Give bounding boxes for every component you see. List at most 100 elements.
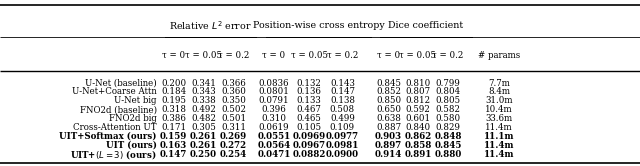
Text: Dice coefficient: Dice coefficient xyxy=(388,21,463,30)
Text: 0.482: 0.482 xyxy=(191,114,216,123)
Text: 0.0619: 0.0619 xyxy=(259,123,289,132)
Text: 0.0900: 0.0900 xyxy=(326,150,359,159)
Text: 0.147: 0.147 xyxy=(160,150,187,159)
Text: 0.467: 0.467 xyxy=(297,105,321,114)
Text: 0.159: 0.159 xyxy=(160,132,187,141)
Text: 0.0471: 0.0471 xyxy=(257,150,291,159)
Text: 0.852: 0.852 xyxy=(376,87,401,96)
Text: 0.195: 0.195 xyxy=(161,96,186,105)
Text: 0.502: 0.502 xyxy=(221,105,246,114)
Text: 0.805: 0.805 xyxy=(435,96,461,105)
Text: τ = 0.2: τ = 0.2 xyxy=(218,51,250,60)
Text: 0.105: 0.105 xyxy=(296,123,322,132)
Text: 0.133: 0.133 xyxy=(297,96,321,105)
Text: 0.147: 0.147 xyxy=(330,87,355,96)
Text: 0.0791: 0.0791 xyxy=(259,96,289,105)
Text: 0.360: 0.360 xyxy=(221,87,246,96)
Text: 0.903: 0.903 xyxy=(375,132,402,141)
Text: 0.914: 0.914 xyxy=(375,150,402,159)
Text: 0.650: 0.650 xyxy=(376,105,401,114)
Text: 0.163: 0.163 xyxy=(160,141,187,150)
Text: 0.0882: 0.0882 xyxy=(292,150,326,159)
Text: 0.845: 0.845 xyxy=(435,141,461,150)
Text: Cross-Attention UT: Cross-Attention UT xyxy=(73,123,157,132)
Text: 0.840: 0.840 xyxy=(405,123,431,132)
Text: 0.499: 0.499 xyxy=(330,114,355,123)
Text: 11.4m: 11.4m xyxy=(484,150,515,159)
Text: 0.311: 0.311 xyxy=(221,123,246,132)
Text: U-Net (baseline): U-Net (baseline) xyxy=(85,79,157,87)
Text: 0.350: 0.350 xyxy=(221,96,246,105)
Text: Relative $L^2$ error: Relative $L^2$ error xyxy=(169,19,252,32)
Text: 0.136: 0.136 xyxy=(297,87,321,96)
Text: 0.0967: 0.0967 xyxy=(292,141,326,150)
Text: 0.305: 0.305 xyxy=(191,123,216,132)
Text: UIT (ours): UIT (ours) xyxy=(106,141,157,150)
Text: τ = 0: τ = 0 xyxy=(162,51,185,60)
Text: 0.338: 0.338 xyxy=(191,96,216,105)
Text: 11.4m: 11.4m xyxy=(484,141,515,150)
Text: 0.341: 0.341 xyxy=(191,79,216,87)
Text: 0.880: 0.880 xyxy=(435,150,461,159)
Text: 0.109: 0.109 xyxy=(330,123,355,132)
Text: 0.601: 0.601 xyxy=(405,114,431,123)
Text: U-Net big: U-Net big xyxy=(115,96,157,105)
Text: 0.804: 0.804 xyxy=(435,87,461,96)
Text: 0.138: 0.138 xyxy=(330,96,355,105)
Text: 0.848: 0.848 xyxy=(435,132,461,141)
Text: τ = 0.05: τ = 0.05 xyxy=(291,51,328,60)
Text: τ = 0: τ = 0 xyxy=(262,51,285,60)
Text: 0.799: 0.799 xyxy=(436,79,460,87)
Text: 0.310: 0.310 xyxy=(261,114,287,123)
Text: 0.887: 0.887 xyxy=(376,123,401,132)
Text: 0.366: 0.366 xyxy=(221,79,246,87)
Text: 0.261: 0.261 xyxy=(190,132,217,141)
Text: 0.582: 0.582 xyxy=(435,105,461,114)
Text: 0.0801: 0.0801 xyxy=(259,87,289,96)
Text: 0.465: 0.465 xyxy=(297,114,321,123)
Text: 0.0836: 0.0836 xyxy=(259,79,289,87)
Text: 0.845: 0.845 xyxy=(376,79,401,87)
Text: 0.250: 0.250 xyxy=(190,150,217,159)
Text: τ = 0.05: τ = 0.05 xyxy=(185,51,222,60)
Text: U-Net+Coarse Attn: U-Net+Coarse Attn xyxy=(72,87,157,96)
Text: 0.0564: 0.0564 xyxy=(257,141,291,150)
Text: 0.638: 0.638 xyxy=(376,114,401,123)
Text: 0.254: 0.254 xyxy=(220,150,247,159)
Text: 7.7m: 7.7m xyxy=(488,79,510,87)
Text: 0.261: 0.261 xyxy=(190,141,217,150)
Text: 0.807: 0.807 xyxy=(405,87,431,96)
Text: 0.272: 0.272 xyxy=(220,141,247,150)
Text: τ = 0.2: τ = 0.2 xyxy=(432,51,464,60)
Text: τ = 0: τ = 0 xyxy=(377,51,400,60)
Text: 11.1m: 11.1m xyxy=(484,132,515,141)
Text: 0.132: 0.132 xyxy=(297,79,321,87)
Text: 0.200: 0.200 xyxy=(161,79,186,87)
Text: 0.850: 0.850 xyxy=(376,96,401,105)
Text: 0.501: 0.501 xyxy=(221,114,246,123)
Text: τ = 0.05: τ = 0.05 xyxy=(399,51,436,60)
Text: 10.4m: 10.4m xyxy=(485,105,513,114)
Text: Position-wise cross entropy: Position-wise cross entropy xyxy=(253,21,384,30)
Text: 0.897: 0.897 xyxy=(375,141,402,150)
Text: 0.343: 0.343 xyxy=(191,87,216,96)
Text: 0.318: 0.318 xyxy=(161,105,186,114)
Text: 0.0551: 0.0551 xyxy=(257,132,291,141)
Text: 0.580: 0.580 xyxy=(435,114,461,123)
Text: 0.492: 0.492 xyxy=(191,105,216,114)
Text: 11.4m: 11.4m xyxy=(485,123,513,132)
Text: 0.0977: 0.0977 xyxy=(326,132,359,141)
Text: τ = 0.2: τ = 0.2 xyxy=(326,51,358,60)
Text: FNO2d big: FNO2d big xyxy=(109,114,157,123)
Text: 0.812: 0.812 xyxy=(405,96,431,105)
Text: 0.810: 0.810 xyxy=(405,79,431,87)
Text: FNO2d (baseline): FNO2d (baseline) xyxy=(79,105,157,114)
Text: 0.0969: 0.0969 xyxy=(292,132,326,141)
Text: 0.592: 0.592 xyxy=(406,105,430,114)
Text: 0.858: 0.858 xyxy=(404,141,431,150)
Text: 0.143: 0.143 xyxy=(330,79,355,87)
Text: 0.396: 0.396 xyxy=(262,105,286,114)
Text: 0.829: 0.829 xyxy=(435,123,461,132)
Text: 0.386: 0.386 xyxy=(161,114,186,123)
Text: 0.862: 0.862 xyxy=(404,132,431,141)
